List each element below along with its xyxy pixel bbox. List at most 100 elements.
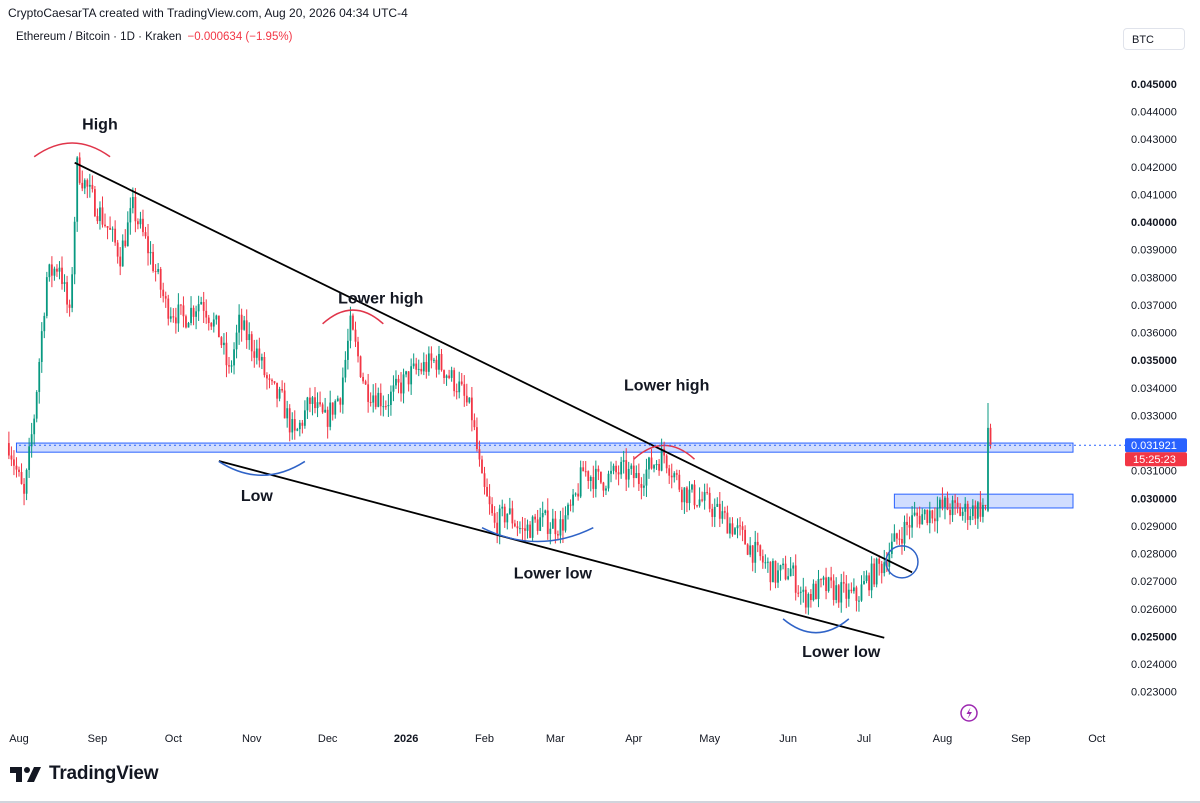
candle (688, 481, 691, 511)
currency-selector[interactable]: BTC (1123, 28, 1185, 50)
candle-body (281, 388, 284, 391)
candle-body (78, 157, 81, 183)
candle-body (893, 533, 896, 542)
candle (873, 558, 876, 588)
lightning-icon[interactable] (960, 704, 978, 722)
candle (645, 458, 648, 497)
candle-body (440, 353, 443, 371)
candle-body (729, 523, 731, 534)
candle (799, 586, 802, 605)
candle (921, 508, 924, 525)
candle-body (66, 282, 68, 305)
candle (94, 185, 96, 218)
candle-body (271, 379, 273, 382)
candle-body (903, 521, 906, 544)
candle-body (774, 560, 777, 583)
price-tick-label: 0.031000 (1131, 466, 1177, 478)
candle-body (954, 500, 956, 503)
candle (519, 521, 521, 534)
candle-body (28, 446, 31, 470)
candle-body (923, 509, 926, 515)
candle (197, 295, 200, 321)
price-tick-label: 0.023000 (1131, 687, 1177, 699)
candle (868, 572, 870, 597)
candle-body (569, 504, 572, 506)
candle (410, 358, 413, 395)
candle (377, 387, 380, 408)
candle (417, 359, 420, 377)
candle (18, 466, 20, 477)
candle-body (625, 460, 628, 480)
candle (620, 456, 623, 479)
candle (860, 575, 863, 602)
candle-body (726, 512, 729, 534)
candle (326, 406, 329, 439)
swing-low-arc (481, 527, 594, 543)
price-chart[interactable]: High Lower high Lower high Low Lower low Lowe… (0, 0, 1200, 760)
candle-body (215, 315, 218, 320)
candle-body (989, 427, 992, 446)
candle (207, 314, 210, 331)
candle-body (435, 359, 438, 370)
candle-body (468, 397, 471, 403)
candle-body (911, 515, 913, 528)
candle (723, 506, 726, 520)
candle-body (71, 274, 74, 308)
candle-body (438, 353, 440, 370)
time-axis[interactable]: Aug Sep Oct Nov Dec 2026 Feb Mar Apr May Jun Jul Aug… (9, 733, 1105, 745)
candle-body (630, 465, 633, 469)
candle (539, 507, 542, 532)
candle (58, 261, 61, 280)
candle-body (863, 581, 865, 585)
candle (564, 506, 567, 533)
price-tick-label: 0.025000 (1131, 631, 1177, 643)
candle-body (519, 528, 521, 530)
time-tick-label: Oct (1088, 733, 1105, 745)
candle-body (266, 375, 268, 379)
candle (248, 322, 251, 350)
candle (177, 293, 180, 332)
candle-body (88, 184, 91, 187)
candle-body (746, 544, 749, 555)
candle (157, 263, 160, 275)
candle-body (526, 524, 529, 531)
swing-low-arc (218, 460, 306, 476)
price-axis[interactable]: 0.045000 0.044000 0.043000 0.042000 0.041000… (1131, 79, 1177, 699)
tradingview-logo[interactable]: TradingView (10, 763, 159, 785)
candle-body (364, 381, 367, 385)
candle (154, 264, 157, 282)
candle-body (643, 485, 645, 488)
candle (546, 498, 549, 540)
candle-body (739, 525, 741, 527)
candle (137, 218, 139, 230)
candle (655, 460, 658, 470)
candle (397, 374, 400, 394)
candle-body (94, 189, 96, 217)
candle (81, 170, 84, 192)
candle-body (169, 316, 172, 319)
candle-body (258, 348, 261, 361)
candle-body (83, 180, 86, 189)
candle-body (15, 465, 18, 470)
candle (761, 549, 764, 569)
candle-body (974, 505, 977, 519)
candle-body (751, 545, 754, 563)
candle-body (336, 398, 339, 402)
candle (683, 487, 686, 514)
candle-body (86, 180, 89, 187)
candle-body (673, 473, 676, 478)
price-tick-label: 0.042000 (1131, 162, 1177, 174)
symbol-legend[interactable]: Ethereum / Bitcoin · 1D · Kraken −0.00063… (16, 31, 292, 43)
candle (956, 497, 959, 514)
candle (607, 470, 610, 492)
candle (610, 461, 612, 483)
candle (329, 390, 332, 431)
candle (91, 175, 94, 193)
candle (491, 497, 494, 516)
resistance-trendline (74, 161, 913, 574)
chart-credit: CryptoCaesarTA created with TradingView.… (8, 6, 408, 20)
candle (562, 507, 564, 543)
candle (853, 578, 855, 594)
candle (787, 568, 790, 581)
candle (293, 410, 296, 440)
